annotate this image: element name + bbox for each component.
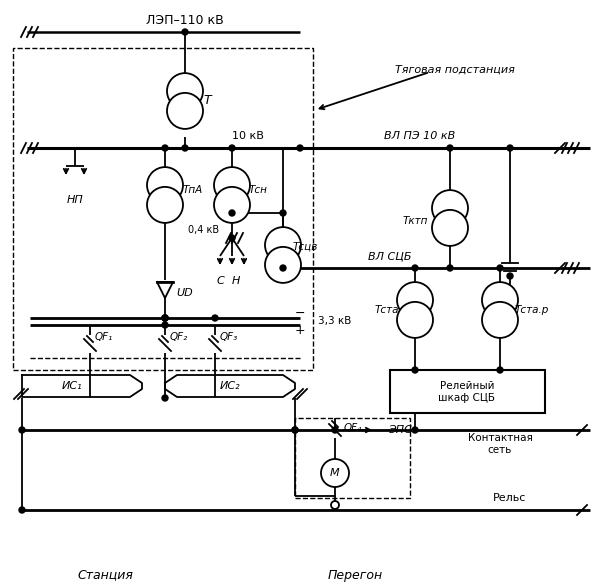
Bar — [13, 48, 313, 370]
Text: Tста.р: Tста.р — [515, 305, 549, 315]
Text: +: + — [295, 323, 305, 336]
Text: QF₁: QF₁ — [95, 332, 113, 342]
Circle shape — [162, 322, 168, 328]
Text: Tста: Tста — [375, 305, 399, 315]
Circle shape — [397, 282, 433, 318]
Text: QF₄: QF₄ — [344, 423, 362, 433]
Text: ВЛ ПЭ 10 кВ: ВЛ ПЭ 10 кВ — [384, 131, 456, 141]
Circle shape — [212, 315, 218, 321]
Circle shape — [412, 367, 418, 373]
Circle shape — [182, 145, 188, 151]
Circle shape — [167, 93, 203, 129]
Circle shape — [482, 302, 518, 338]
Circle shape — [265, 247, 301, 283]
Circle shape — [229, 210, 235, 216]
Text: QF₂: QF₂ — [170, 332, 188, 342]
Circle shape — [507, 145, 513, 151]
Text: Перегон: Перегон — [327, 568, 382, 582]
Text: −: − — [295, 306, 305, 319]
Circle shape — [397, 302, 433, 338]
Circle shape — [162, 395, 168, 401]
Circle shape — [229, 145, 235, 151]
Text: UD: UD — [176, 288, 193, 298]
Circle shape — [147, 187, 183, 223]
Circle shape — [497, 265, 503, 271]
Circle shape — [482, 282, 518, 318]
Circle shape — [447, 265, 453, 271]
Text: C: C — [216, 276, 224, 286]
Text: M: M — [330, 468, 340, 478]
Circle shape — [214, 187, 250, 223]
Text: ЭПС: ЭПС — [388, 425, 412, 435]
Circle shape — [432, 190, 468, 226]
Circle shape — [280, 210, 286, 216]
Circle shape — [162, 315, 168, 321]
Text: 10 кВ: 10 кВ — [232, 131, 264, 141]
Circle shape — [497, 367, 503, 373]
Circle shape — [292, 427, 298, 433]
Text: ВЛ СЦБ: ВЛ СЦБ — [368, 251, 411, 261]
Circle shape — [19, 507, 25, 513]
Text: QF₃: QF₃ — [220, 332, 238, 342]
Circle shape — [412, 265, 418, 271]
Circle shape — [162, 145, 168, 151]
Text: Контактная
сеть: Контактная сеть — [468, 433, 533, 455]
Text: Tсцв: Tсцв — [292, 242, 318, 252]
Circle shape — [214, 167, 250, 203]
Text: 0,4 кВ: 0,4 кВ — [188, 225, 219, 235]
Circle shape — [229, 235, 235, 241]
Bar — [295, 418, 410, 498]
Bar — [390, 370, 545, 413]
Circle shape — [280, 265, 286, 271]
Text: Tктп: Tктп — [402, 216, 428, 226]
Circle shape — [19, 427, 25, 433]
Circle shape — [507, 273, 513, 279]
Circle shape — [292, 427, 298, 433]
Circle shape — [412, 427, 418, 433]
Text: ЛЭП–110 кВ: ЛЭП–110 кВ — [146, 14, 224, 26]
Circle shape — [265, 227, 301, 263]
Circle shape — [297, 145, 303, 151]
Circle shape — [167, 73, 203, 109]
Text: Рельс: Рельс — [493, 493, 527, 503]
Text: TпА: TпА — [183, 185, 203, 195]
Circle shape — [147, 167, 183, 203]
Text: Н: Н — [232, 276, 240, 286]
Text: Релейный
шкаф СЦБ: Релейный шкаф СЦБ — [439, 381, 496, 403]
Text: T: T — [203, 95, 211, 107]
Circle shape — [447, 145, 453, 151]
Circle shape — [162, 315, 168, 321]
Text: Тяговая подстанция: Тяговая подстанция — [395, 65, 515, 75]
Text: 3,3 кВ: 3,3 кВ — [318, 316, 351, 326]
Circle shape — [432, 210, 468, 246]
Circle shape — [182, 29, 188, 35]
Text: НП: НП — [67, 195, 84, 205]
Circle shape — [332, 427, 338, 433]
Text: Станция: Станция — [77, 568, 133, 582]
Circle shape — [331, 501, 339, 509]
Text: ИС₁: ИС₁ — [62, 381, 82, 391]
Text: Tсн: Tсн — [248, 185, 267, 195]
Circle shape — [162, 315, 168, 321]
Text: ИС₂: ИС₂ — [220, 381, 241, 391]
Circle shape — [321, 459, 349, 487]
